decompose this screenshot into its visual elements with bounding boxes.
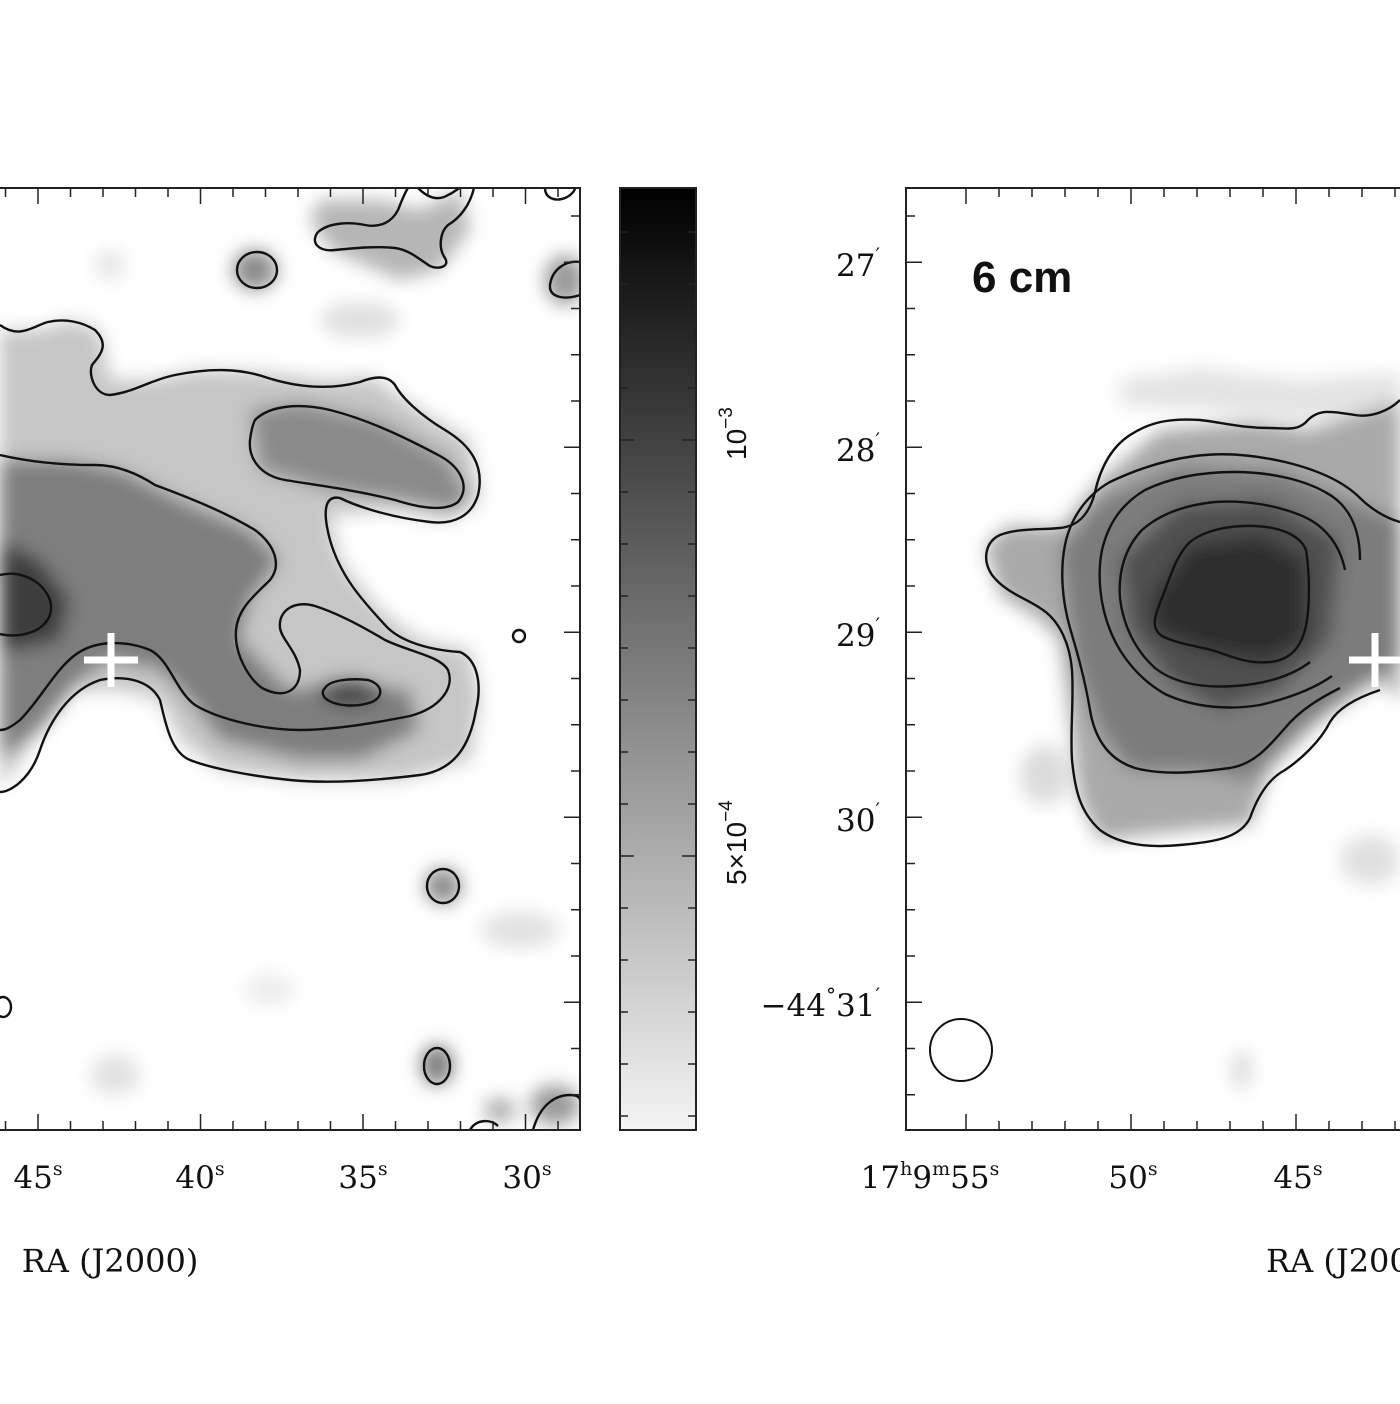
colorbar-tick-label-1e-3: 10−3 <box>716 407 752 460</box>
right-contour-5 <box>1153 524 1311 664</box>
right-contour-2 <box>1061 453 1400 774</box>
left-x-axis-label: RA (J2000) <box>22 1242 199 1280</box>
left-contour-edge-3 <box>468 1119 499 1130</box>
left-contour-blob-2 <box>425 867 461 905</box>
colorbar: 10−3 5×10−4 <box>619 187 752 1131</box>
right-y-tick-label: −44°31′ <box>761 983 881 1024</box>
left-contour-middle <box>0 453 451 732</box>
right-x-tick-label: 50s <box>1108 1158 1157 1196</box>
right-position-marker <box>1349 633 1400 687</box>
left-contour-edge-1 <box>548 260 580 299</box>
right-axis-ticks <box>906 188 1396 1130</box>
left-position-marker <box>84 633 138 687</box>
left-axis-ticks <box>4 188 580 1130</box>
left-x-tick-labels: 45s 40s 35s 30s <box>13 1158 551 1196</box>
right-contour-4 <box>1118 500 1347 688</box>
colorbar-tick-label-5e-4: 5×10−4 <box>716 800 752 885</box>
left-contours <box>0 188 580 1130</box>
left-contour-blob-3 <box>422 1046 452 1086</box>
left-map-panel: 45s 40s 35s 30s RA (J2000) <box>0 187 581 1280</box>
right-intensity-map <box>906 188 1400 1130</box>
left-emission-shading <box>0 190 580 1125</box>
right-contour-1 <box>984 399 1400 848</box>
right-x-tick-labels: 17h9m55s 50s 45s <box>861 1158 1323 1196</box>
right-y-tick-label: 27′ <box>836 243 880 284</box>
right-x-tick-label: 45s <box>1273 1158 1322 1196</box>
right-y-tick-label: 30′ <box>836 798 880 839</box>
left-x-tick-label: 30s <box>502 1158 551 1196</box>
colorbar-gradient <box>619 187 697 1131</box>
left-plot-frame <box>0 187 581 1131</box>
right-contour-3 <box>1098 470 1362 709</box>
right-x-axis-label: RA (J2000) <box>1266 1242 1400 1280</box>
right-map-panel: 6 cm 27′ 28′ 29′ 30′ −44°31′ 17h9m55s 50… <box>761 187 1400 1280</box>
left-contour-arm <box>248 404 465 510</box>
right-x-tick-label-first: 17h9m55s <box>861 1158 1000 1196</box>
left-x-tick-label: 45s <box>13 1158 62 1196</box>
left-x-tick-label: 40s <box>175 1158 224 1196</box>
left-intensity-map <box>0 188 580 1130</box>
left-contour-blob-1 <box>235 250 279 290</box>
left-contour-outer <box>0 319 481 794</box>
right-panel-title: 6 cm <box>972 253 1072 302</box>
left-contour-inner <box>0 572 53 637</box>
right-y-tick-label: 28′ <box>836 428 880 469</box>
left-contour-peak <box>321 678 382 707</box>
left-contour-blob-5 <box>0 995 13 1019</box>
left-contour-corner <box>543 188 577 201</box>
left-contour-blob-4 <box>511 628 527 644</box>
right-plot-frame <box>905 187 1400 1131</box>
right-contours <box>984 399 1400 848</box>
colorbar-ticks <box>620 231 696 1117</box>
right-y-tick-labels: 27′ 28′ 29′ 30′ −44°31′ <box>761 243 881 1024</box>
right-y-tick-label: 29′ <box>836 613 880 654</box>
beam-ellipse <box>929 1018 993 1082</box>
left-x-tick-label: 35s <box>338 1158 387 1196</box>
